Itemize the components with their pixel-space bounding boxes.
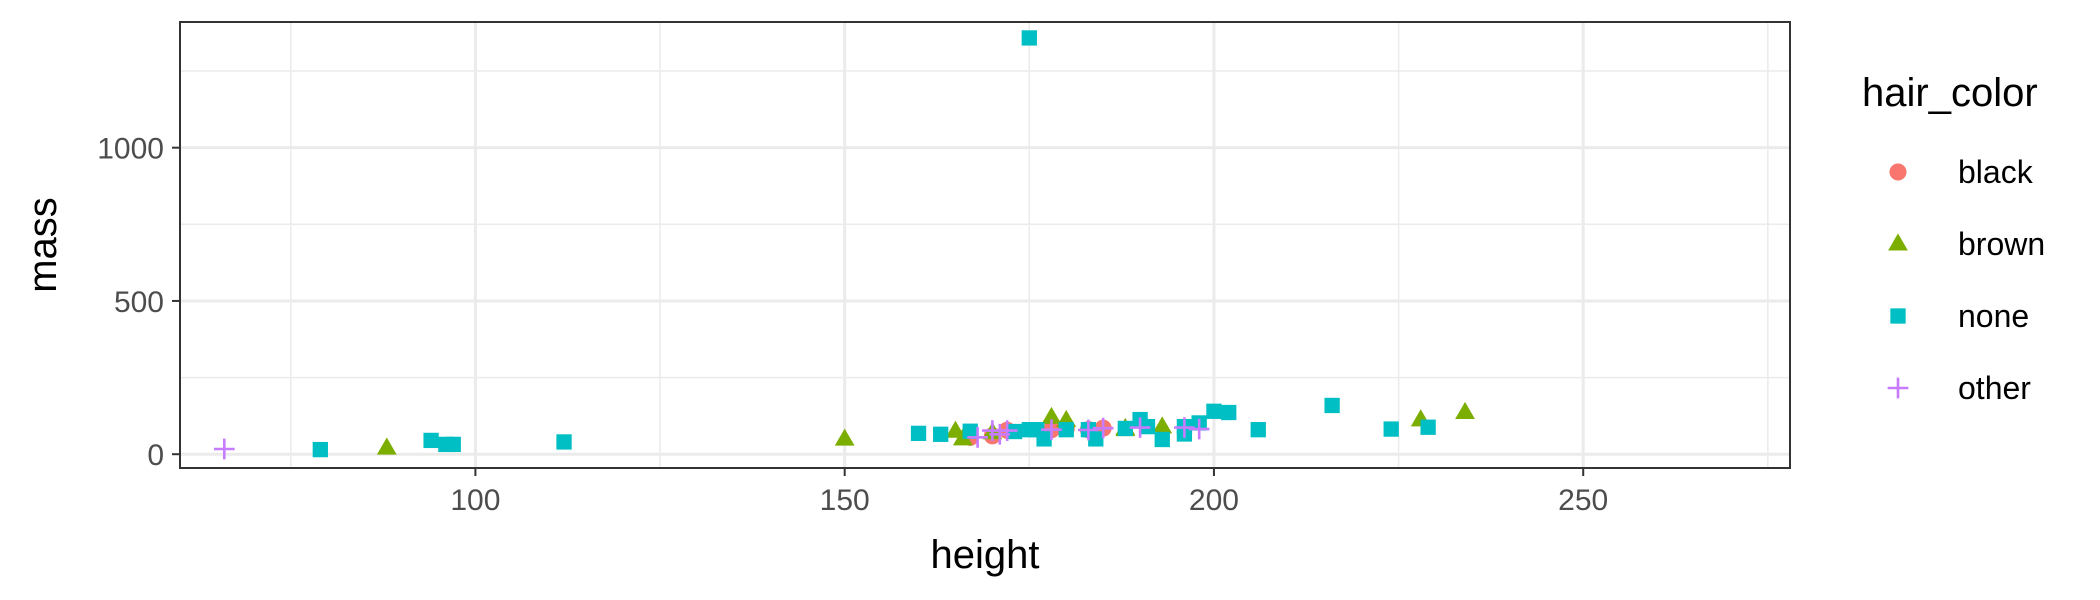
x-axis-title: height — [931, 533, 1040, 577]
point-brown — [1041, 406, 1062, 424]
point-other — [1174, 417, 1195, 438]
legend-key-none — [1890, 308, 1906, 324]
point-other — [967, 426, 988, 448]
point-other — [213, 438, 235, 460]
point-brown — [376, 437, 397, 455]
legend-item-none: none — [1890, 298, 2029, 334]
point-none — [1058, 422, 1074, 438]
point-other — [1129, 417, 1151, 438]
point-none — [1206, 403, 1222, 419]
point-none — [933, 426, 949, 442]
y-axis-ticks: 0 500 1000 — [97, 133, 180, 472]
point-none — [1250, 422, 1266, 438]
x-tick-label: 150 — [820, 484, 870, 517]
point-other — [1092, 417, 1114, 439]
point-none — [1420, 419, 1436, 435]
legend: black brown none other — [1887, 154, 2045, 406]
y-tick-label: 500 — [114, 286, 164, 319]
point-none — [1324, 397, 1340, 414]
legend-label-brown: brown — [1958, 226, 2045, 262]
point-other — [996, 420, 1018, 441]
point-none — [1088, 431, 1104, 447]
point-brown — [1152, 416, 1173, 434]
point-none — [1154, 431, 1170, 448]
y-tick-label: 0 — [147, 439, 164, 472]
legend-label-black: black — [1958, 154, 2034, 190]
point-none — [445, 436, 461, 453]
legend-label-none: none — [1958, 298, 2029, 334]
x-tick-label: 200 — [1189, 484, 1239, 517]
y-axis-title: mass — [21, 197, 65, 293]
point-brown — [1455, 401, 1475, 420]
x-tick-label: 250 — [1558, 484, 1608, 517]
major-gridlines — [180, 22, 1790, 468]
point-none — [312, 441, 328, 458]
legend-item-other: other — [1887, 370, 2031, 406]
legend-title: hair_color — [1862, 71, 2038, 115]
point-other — [1188, 418, 1210, 440]
x-axis-ticks: 100 150 200 250 — [450, 468, 1608, 517]
point-none — [1221, 404, 1237, 421]
legend-label-other: other — [1958, 370, 2031, 406]
point-none — [1383, 421, 1399, 437]
point-none — [423, 432, 439, 449]
legend-key-other — [1887, 377, 1909, 399]
point-none — [1036, 431, 1052, 447]
plot-panel-border — [179, 21, 1791, 469]
point-none — [1117, 420, 1133, 437]
legend-item-black: black — [1889, 154, 2034, 190]
point-none — [962, 423, 978, 439]
x-tick-label: 100 — [450, 484, 500, 517]
point-other — [1078, 419, 1099, 441]
minor-gridlines — [180, 22, 1790, 468]
y-tick-label: 1000 — [97, 133, 164, 166]
legend-key-brown — [1888, 233, 1908, 251]
point-none — [910, 425, 927, 442]
point-brown — [834, 428, 855, 446]
point-none — [556, 434, 572, 450]
point-none — [1021, 30, 1037, 46]
point-other — [1041, 419, 1062, 441]
legend-item-brown: brown — [1888, 226, 2045, 262]
legend-key-black — [1889, 163, 1907, 181]
data-points — [213, 30, 1475, 460]
